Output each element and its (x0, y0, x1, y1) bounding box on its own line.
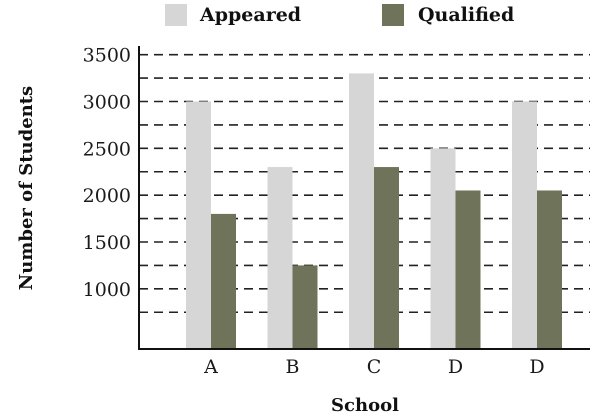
bar-appeared-3 (349, 73, 374, 349)
x-tick-label: D (529, 356, 544, 378)
x-tick-label: A (203, 356, 218, 378)
bar-appeared-4 (430, 148, 456, 349)
bar-qualified-1 (211, 213, 236, 349)
y-tick-label: 2500 (83, 138, 131, 160)
bar-appeared-2 (267, 167, 293, 349)
y-tick-label: 3500 (83, 45, 131, 67)
bar-qualified-3 (374, 167, 399, 349)
legend-label-qualified: Qualified (418, 4, 514, 26)
bar-qualified-5 (537, 190, 562, 349)
x-tick-label: C (367, 356, 382, 378)
bar-appeared-5 (512, 101, 537, 350)
bar-appeared-1 (186, 101, 211, 350)
legend-swatch-qualified (382, 4, 404, 26)
legend: Appeared Qualified (165, 4, 514, 26)
y-axis-title: Number of Students (16, 86, 37, 290)
bar-qualified-4 (455, 190, 481, 349)
y-tick-label: 2000 (83, 185, 131, 207)
x-tick-label: B (286, 356, 300, 378)
y-tick-labels: 1000 1500 2000 2500 3000 3500 (83, 45, 131, 301)
y-tick-label: 1500 (83, 232, 131, 254)
legend-label-appeared: Appeared (199, 4, 301, 26)
bars (186, 73, 562, 350)
y-tick-label: 1000 (83, 279, 131, 301)
axes (138, 46, 590, 350)
bar-qualified-2 (292, 265, 318, 349)
x-tick-label: D (448, 356, 463, 378)
legend-swatch-appeared (165, 4, 187, 26)
x-axis-title: School (331, 395, 399, 416)
y-tick-label: 3000 (83, 91, 131, 113)
